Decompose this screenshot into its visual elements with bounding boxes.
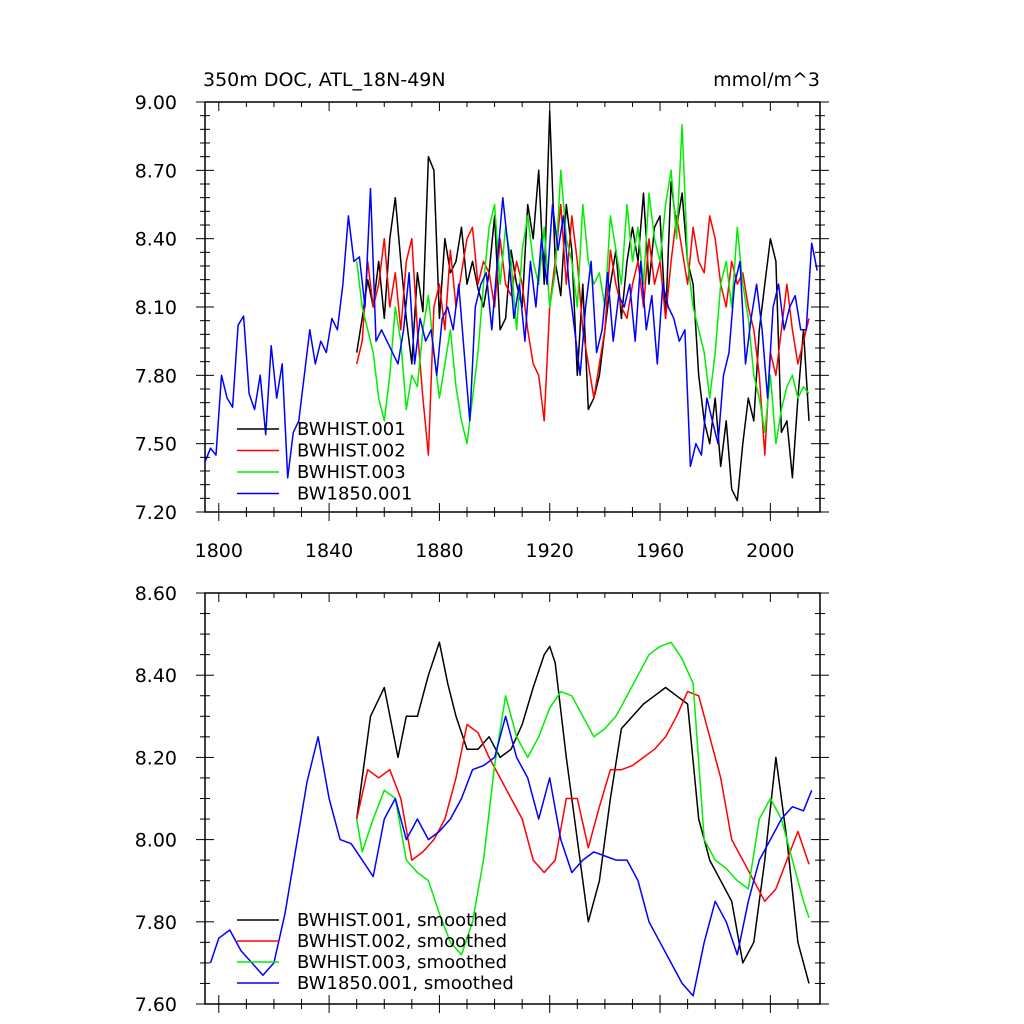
series-line-3	[209, 715, 813, 997]
y-tick-label: 7.60	[135, 994, 177, 1016]
y-tick-label: 8.60	[135, 583, 177, 605]
series-line-2	[355, 641, 810, 956]
legend-label: BWHIST.002	[297, 441, 406, 462]
y-tick-label: 7.50	[135, 434, 177, 456]
series-line-3	[204, 187, 818, 479]
y-tick-label: 9.00	[135, 92, 177, 114]
y-tick-label: 7.80	[135, 912, 177, 934]
legend-label: BW1850.001	[297, 484, 412, 505]
axes-group: 1800 1840 1880 1920 1960 2000 9.00 8.70 8.40 8.10…	[135, 92, 829, 562]
y-tick-label: 8.00	[135, 830, 177, 852]
y-tick-label: 8.10	[135, 297, 177, 319]
legend-label: BWHIST.002, smoothed	[297, 931, 507, 952]
y-tick-label: 8.40	[135, 665, 177, 687]
legend-label: BWHIST.001, smoothed	[297, 910, 507, 931]
x-tick-label: 1920	[526, 540, 574, 562]
panel-bottom: 8.60 8.40 8.20 8.00 7.80 7.60 BWHIST.001, smo…	[135, 583, 829, 1016]
legend-label: BW1850.001, smoothed	[297, 973, 514, 994]
x-tick-label: 1840	[305, 540, 353, 562]
series-line-1	[355, 690, 810, 903]
legend-label: BWHIST.001	[297, 419, 406, 440]
x-tick-label: 1960	[636, 540, 684, 562]
series-line-0	[355, 110, 810, 502]
legend-label: BWHIST.003	[297, 462, 406, 483]
legend-label: BWHIST.003, smoothed	[297, 952, 507, 973]
y-tick-label: 7.20	[135, 502, 177, 524]
chart-title: 350m DOC, ATL_18N-49N	[203, 69, 446, 91]
x-tick-label: 1800	[195, 540, 243, 562]
series-line-1	[355, 203, 810, 456]
axes-group: 8.60 8.40 8.20 8.00 7.80 7.60	[135, 583, 829, 1016]
y-tick-label: 7.80	[135, 365, 177, 387]
series-line-0	[355, 641, 810, 984]
x-tick-label: 2000	[746, 540, 794, 562]
y-tick-label: 8.20	[135, 747, 177, 769]
series-group	[204, 110, 818, 502]
y-tick-label: 8.70	[135, 160, 177, 182]
x-tick-label: 1880	[415, 540, 463, 562]
y-tick-label: 8.40	[135, 229, 177, 251]
series-group	[209, 641, 813, 997]
panel-top: 350m DOC, ATL_18N-49N mmol/m^3 1800 1840 1…	[135, 69, 829, 562]
units-label: mmol/m^3	[713, 69, 820, 91]
